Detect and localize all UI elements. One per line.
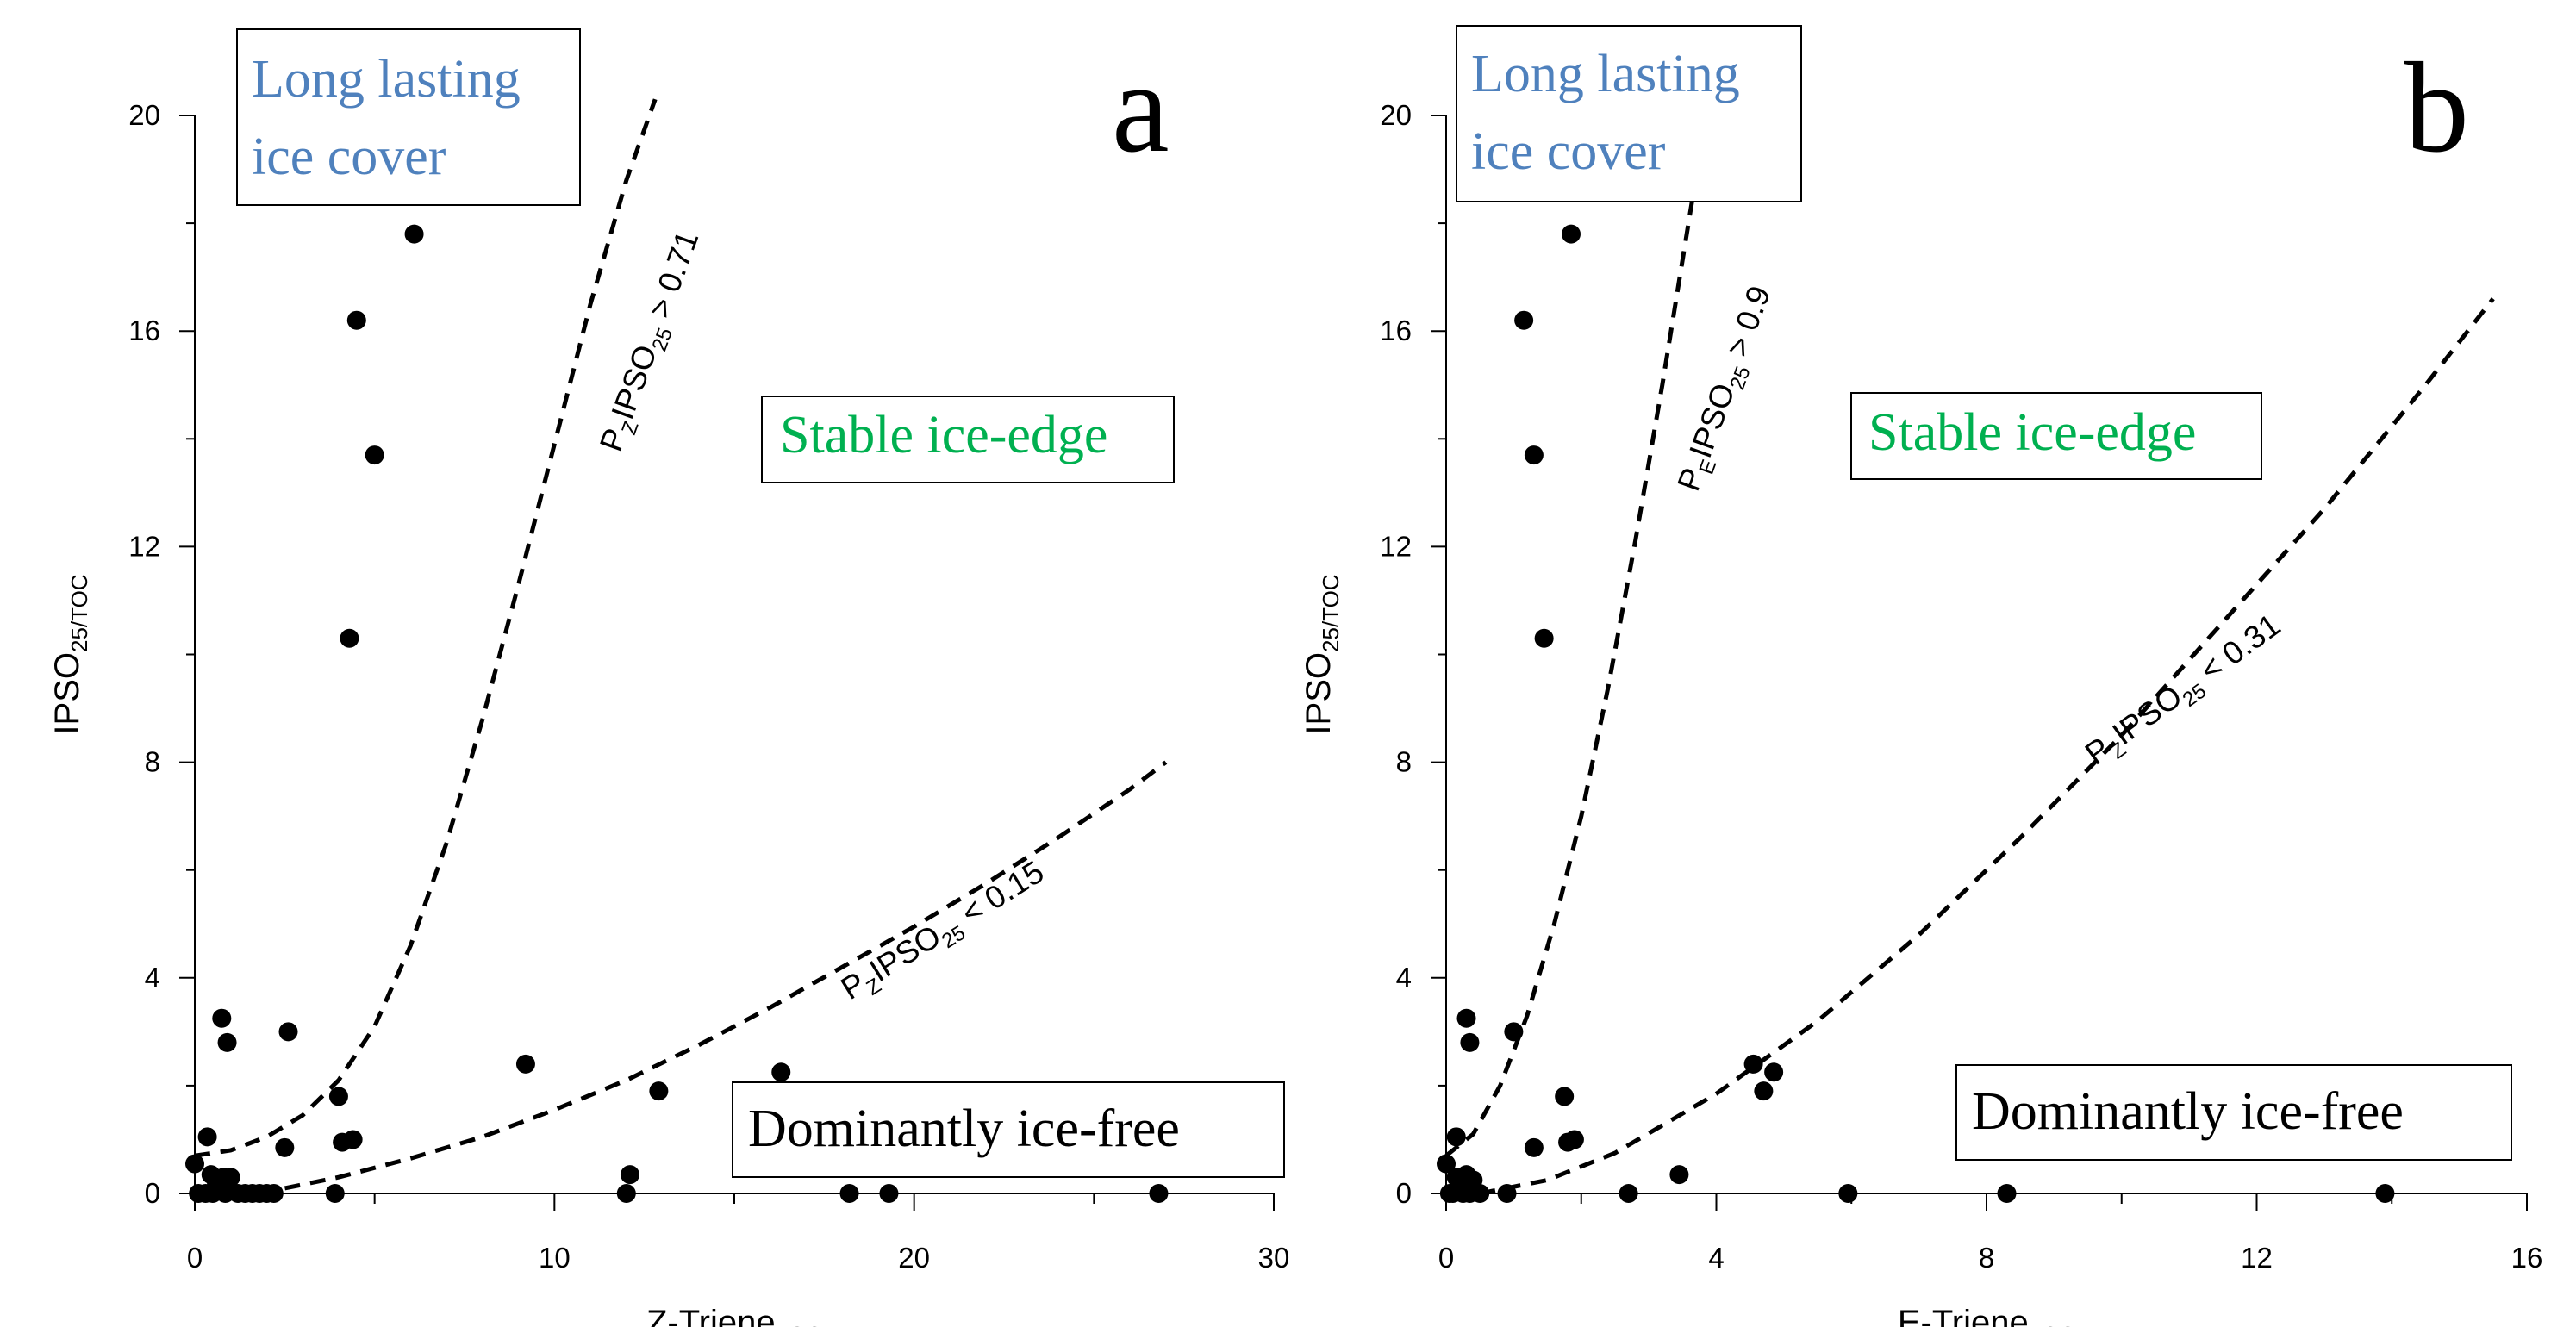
data-point xyxy=(839,1184,859,1203)
data-point xyxy=(771,1062,791,1082)
y-tick-label: 4 xyxy=(1396,962,1412,994)
data-point xyxy=(325,1184,345,1203)
y-tick-label: 0 xyxy=(1396,1177,1412,1209)
data-point xyxy=(1743,1054,1763,1074)
data-point xyxy=(649,1081,669,1101)
data-point xyxy=(328,1087,348,1106)
data-point xyxy=(1460,1032,1480,1052)
data-point xyxy=(1997,1184,2017,1203)
data-point xyxy=(1534,628,1554,648)
data-point xyxy=(365,445,384,465)
data-point xyxy=(1446,1127,1466,1147)
ice-free-label: Dominantly ice-free xyxy=(748,1100,1180,1158)
x-tick-label: 30 xyxy=(1258,1242,1290,1274)
x-tick-label: 4 xyxy=(1708,1242,1724,1274)
ice-free-label: Dominantly ice-free xyxy=(1972,1082,2404,1141)
panel-label: a xyxy=(1112,36,1169,179)
x-axis-title: Z-TrieneTOC xyxy=(646,1304,822,1327)
curve-label-1: PZIPSO25 > 0.71 xyxy=(593,226,711,458)
y-tick-label: 12 xyxy=(128,530,160,562)
curve-label-2: PZIPSO25 < 0.31 xyxy=(2079,607,2291,776)
ice-free-box xyxy=(1955,1064,2512,1161)
data-point xyxy=(1497,1184,1517,1203)
y-tick-label: 0 xyxy=(145,1177,160,1209)
stable-ice-edge-box xyxy=(1850,392,2262,480)
threshold-curve-2 xyxy=(259,760,1168,1196)
data-point xyxy=(185,1154,204,1174)
data-point xyxy=(1669,1165,1689,1185)
data-point xyxy=(1149,1184,1169,1203)
data-point xyxy=(1754,1081,1774,1101)
x-tick-label: 0 xyxy=(187,1242,203,1274)
y-tick-label: 20 xyxy=(1380,99,1412,131)
y-axis-title: IPSO25/TOC xyxy=(1300,574,1344,734)
data-point xyxy=(275,1137,295,1157)
data-point xyxy=(1561,224,1581,244)
stable-ice-edge-box xyxy=(761,396,1175,483)
y-tick-label: 8 xyxy=(1396,746,1412,778)
panel-a: 0 4 8 12 16 20 0 10 20 30 Z-TrieneTOC IPSO25/TOC PZI… xyxy=(48,28,1290,1327)
panel-b: 0 4 8 12 16 20 0 4 8 12 16 E-TrieneTOC IPSO25/TOC PEI… xyxy=(1300,25,2543,1327)
y-tick-label: 20 xyxy=(128,99,160,131)
y-tick-label: 16 xyxy=(128,315,160,346)
x-tick-label: 20 xyxy=(898,1242,930,1274)
threshold-curve-1 xyxy=(1444,93,1712,1158)
data-point xyxy=(616,1184,636,1203)
x-tick-label: 8 xyxy=(1979,1242,1994,1274)
data-point xyxy=(1456,1008,1476,1028)
data-point xyxy=(278,1022,298,1042)
x-tick-label: 16 xyxy=(2511,1242,2543,1274)
y-tick-label: 4 xyxy=(145,962,160,994)
data-point xyxy=(1838,1184,1858,1203)
y-tick-label: 16 xyxy=(1380,315,1412,346)
y-axis-title: IPSO25/TOC xyxy=(48,574,92,734)
long-lasting-label-line-1: Long lasting xyxy=(1471,45,1740,103)
data-point xyxy=(1470,1184,1490,1203)
data-point xyxy=(264,1184,284,1203)
x-tick-label: 12 xyxy=(2241,1242,2273,1274)
data-point xyxy=(343,1130,363,1149)
data-point xyxy=(1524,445,1544,465)
data-point xyxy=(212,1008,232,1028)
threshold-curve-1 xyxy=(194,98,658,1158)
x-tick-label: 10 xyxy=(539,1242,571,1274)
long-lasting-box xyxy=(236,28,581,206)
long-lasting-label-line-2: ice cover xyxy=(1471,122,1666,181)
data-point xyxy=(1437,1154,1456,1174)
stable-ice-edge-label: Stable ice-edge xyxy=(780,406,1107,464)
data-point xyxy=(2375,1184,2395,1203)
data-point xyxy=(404,224,424,244)
long-lasting-label-line-2: ice cover xyxy=(252,128,446,186)
y-tick-label: 12 xyxy=(1380,530,1412,562)
data-point xyxy=(1524,1137,1544,1157)
curve-label-1: PEIPSO25 > 0.9 xyxy=(1670,282,1782,498)
y-tick-label: 8 xyxy=(145,746,160,778)
data-point xyxy=(515,1054,535,1074)
stable-ice-edge-label: Stable ice-edge xyxy=(1868,403,2196,462)
data-point xyxy=(1555,1087,1575,1106)
data-point xyxy=(1514,310,1534,330)
data-point xyxy=(1564,1130,1584,1149)
data-point xyxy=(1504,1022,1524,1042)
x-axis-title: E-TrieneTOC xyxy=(1898,1304,2075,1327)
x-tick-label: 0 xyxy=(1438,1242,1454,1274)
data-point xyxy=(217,1032,237,1052)
data-point xyxy=(346,310,366,330)
data-point xyxy=(620,1165,639,1185)
data-point xyxy=(1764,1062,1784,1082)
long-lasting-label-line-1: Long lasting xyxy=(252,50,521,109)
data-point xyxy=(197,1127,217,1147)
data-point xyxy=(879,1184,899,1203)
data-point xyxy=(1619,1184,1638,1203)
long-lasting-box xyxy=(1456,25,1802,202)
threshold-curve-2 xyxy=(1479,297,2495,1196)
data-point xyxy=(340,628,359,648)
ice-free-box xyxy=(732,1081,1285,1178)
panel-label: b xyxy=(2404,36,2469,179)
curve-label-2: PZIPSO25 < 0.15 xyxy=(835,854,1053,1012)
data-point xyxy=(221,1168,240,1187)
